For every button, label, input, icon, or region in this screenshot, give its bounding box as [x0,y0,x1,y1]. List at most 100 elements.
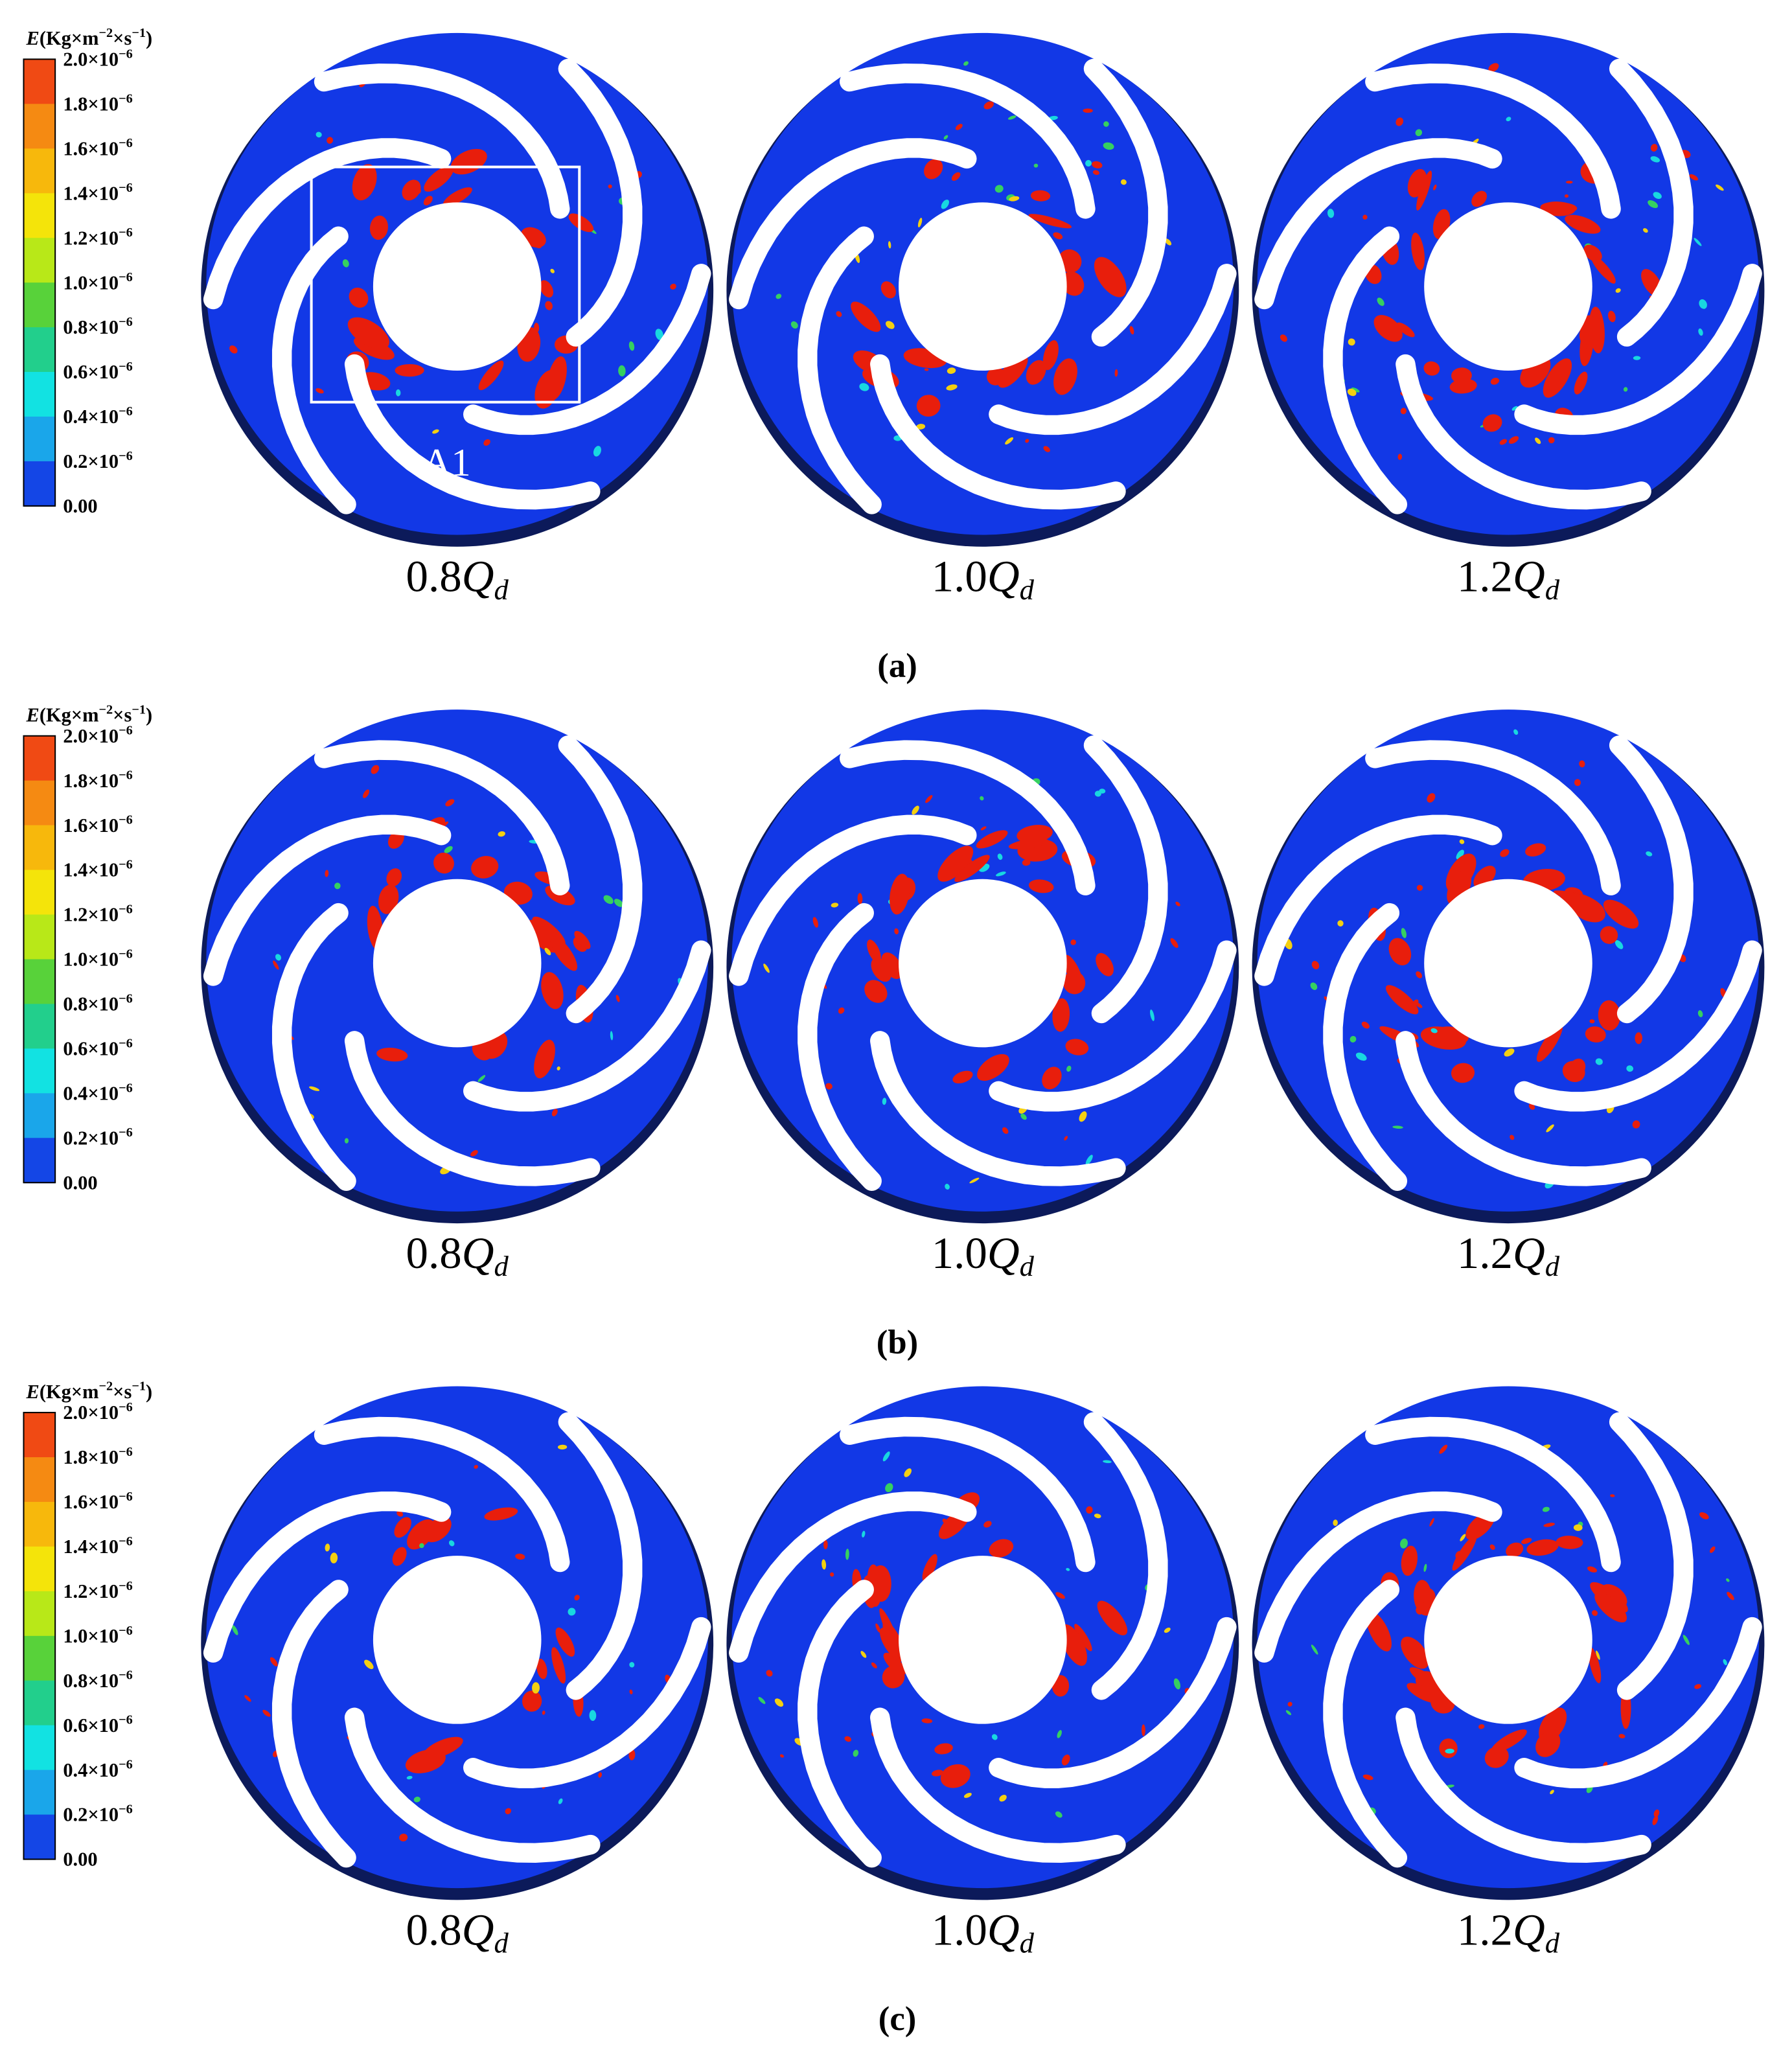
tick-mantissa: 0.2×10 [63,450,119,472]
tick-mantissa: 1.0×10 [63,949,119,971]
hotspot [316,388,324,394]
hotspot [483,439,490,446]
impeller-caption: 1.2Qd [1457,1905,1560,1959]
hotspot [327,137,334,144]
hotspot [1175,901,1180,906]
hotspot [557,1066,560,1071]
colorbar-unit: (Kg×m [40,1381,99,1403]
hotspot [1094,790,1101,797]
colorbar-band [23,1501,56,1547]
hotspot [472,1040,492,1061]
hotspot [774,1698,784,1707]
hotspot [951,172,961,181]
hotspot [890,873,910,915]
hotspot [823,1540,828,1550]
caption-symbol: Q [987,1905,1020,1954]
tick-exponent: −6 [119,991,133,1006]
hotspot [244,1695,251,1702]
hotspot [1028,879,1054,893]
hotspot [977,1054,1009,1081]
hotspot [1570,896,1605,923]
blade [314,1416,570,1573]
hotspot [1565,180,1573,184]
hotspot [551,1109,558,1116]
hotspot [1623,387,1628,392]
hotspot [1546,1124,1554,1133]
colorbar-band [23,282,56,328]
hotspot [830,1572,834,1577]
hotspot [1451,1063,1475,1083]
blade [798,1580,882,1868]
caption-coef: 1.0 [932,1228,987,1278]
hotspot [1085,159,1092,167]
tick-exponent: −6 [119,724,133,738]
hotspot [574,1595,580,1601]
hotspot [1683,1635,1690,1645]
colorbar-tick-label: 1.0×10−6 [63,947,132,970]
hotspot [1392,1125,1403,1129]
hotspot [629,1662,635,1668]
hotspot [1066,1065,1072,1072]
blade [1323,226,1408,514]
hotspot [1565,214,1601,234]
hotspot [413,1796,420,1803]
colorbar-band [23,461,56,507]
tick-exponent: −6 [119,947,133,961]
colorbar-band [23,1814,56,1860]
tick-mantissa: 1.4×10 [63,859,119,881]
hotspot [1650,156,1660,163]
caption-subscript: d [494,1927,509,1959]
hotspot [1026,360,1046,385]
hotspot [610,1031,614,1041]
caption-coef: 0.8 [406,1228,462,1278]
hotspot [853,1749,859,1757]
hotspot [867,939,881,963]
hotspot [1574,779,1581,787]
hotspot [1521,1538,1532,1544]
hotspot [946,384,958,391]
hotspot [1432,184,1437,190]
hotspot [763,963,770,973]
colorbar-tick-label: 2.0×10−6 [63,1400,132,1423]
hotspot [342,259,349,268]
hotspot [615,995,620,1002]
hotspot [1508,436,1519,444]
hotspot [1427,793,1436,803]
blade [1323,903,1408,1191]
hotspot [1411,233,1425,270]
blade [314,63,570,219]
tick-mantissa: 0.00 [63,1171,97,1193]
blade [1083,1412,1168,1700]
blade [1609,58,1694,347]
caption-coef: 1.0 [932,552,987,601]
colorbar-title: E(Kg×m−2×s−1) [26,1379,153,1403]
hotspot [536,1659,547,1679]
blade [314,740,570,895]
tick-exponent: −6 [119,1579,133,1593]
hotspot [1610,1494,1615,1497]
hotspot [994,185,1004,193]
hotspot [1103,142,1114,150]
hotspot [925,795,933,803]
hotspot [1327,209,1335,218]
hotspot [1710,1546,1716,1553]
blade [840,740,1096,895]
hotspot [1603,899,1639,929]
hotspot [1445,1748,1454,1754]
blade [558,735,643,1024]
panel-label: (a) [877,647,917,684]
colorbar-tick-label: 1.6×10−6 [63,1490,132,1513]
hotspot [1114,369,1118,377]
colorbar-band [23,1048,56,1094]
colorbar-tick-label: 0.6×10−6 [63,1713,132,1736]
blade [870,1707,1126,1863]
hotspot [1103,1460,1112,1464]
tick-mantissa: 0.8×10 [63,993,119,1015]
hotspot [1626,1065,1634,1072]
hotspot [1420,1026,1467,1050]
hotspot [1063,971,1086,995]
hotspot [1421,1588,1436,1606]
hotspot [522,1690,542,1712]
hotspot [1489,1544,1495,1550]
hotspot [1568,1058,1586,1078]
